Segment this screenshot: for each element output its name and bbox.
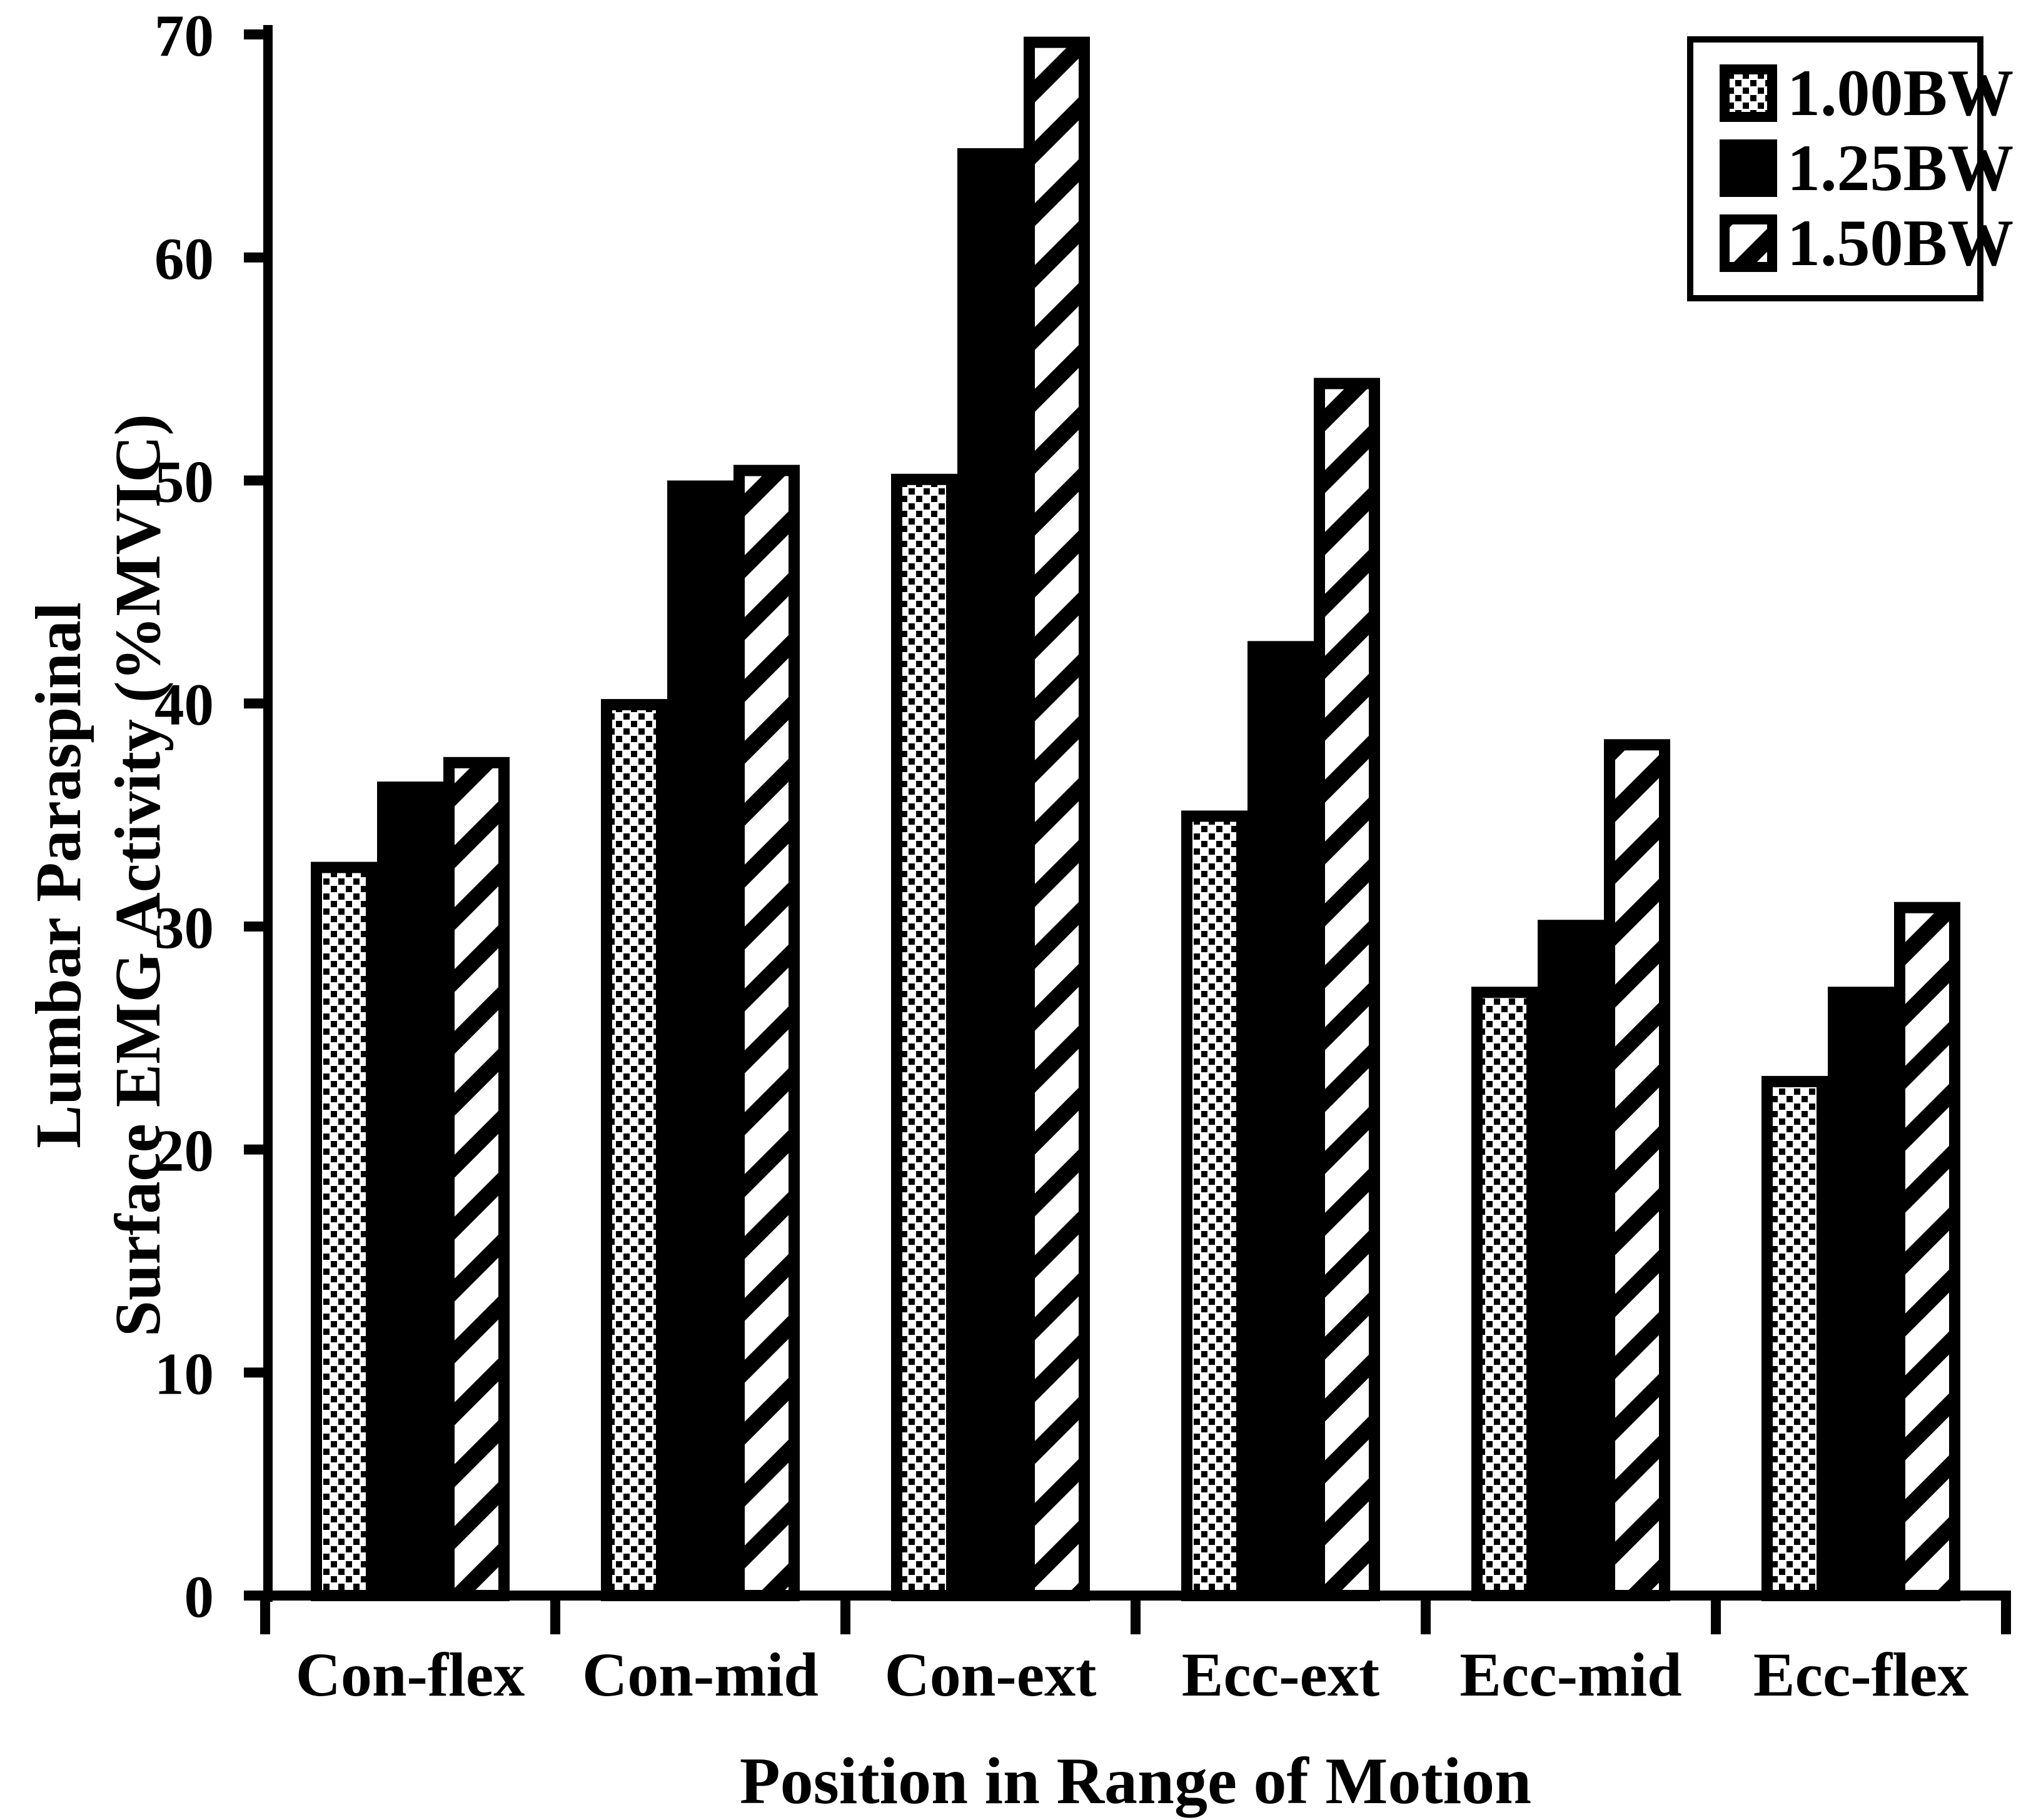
legend-item-1.50BW: 1.50BW <box>1720 210 2013 276</box>
bar-1.00BW-Ecc-ext <box>1181 810 1247 1601</box>
legend-swatch-dots-icon <box>1720 64 1777 122</box>
bar-1.00BW-Ecc-flex <box>1761 1075 1828 1602</box>
x-category-label: Ecc-flex <box>1753 1640 1968 1709</box>
y-tick <box>244 252 268 263</box>
legend-label: 1.00BW <box>1787 56 2014 129</box>
legend-swatch-solid-icon <box>1720 139 1777 197</box>
x-tick <box>840 1596 850 1634</box>
bar-1.25BW-Ecc-ext <box>1247 641 1314 1601</box>
bar-1.25BW-Con-ext <box>957 148 1024 1601</box>
legend-label: 1.50BW <box>1787 206 2014 279</box>
x-category-label: Con-flex <box>296 1640 525 1709</box>
bar-1.25BW-Con-flex <box>377 782 443 1601</box>
y-axis-title-line2: Surface EMG Activity (%MVIC) <box>102 414 174 1337</box>
x-tick <box>1421 1596 1431 1634</box>
y-tick-label: 10 <box>154 1340 214 1407</box>
x-tick <box>1131 1596 1141 1634</box>
x-tick <box>2001 1596 2011 1634</box>
x-axis-title: Position in Range of Motion <box>739 1744 1532 1817</box>
y-tick-label: 20 <box>154 1118 214 1184</box>
y-tick <box>244 921 268 932</box>
bar-1.25BW-Ecc-mid <box>1538 920 1604 1601</box>
bar-1.50BW-Ecc-ext <box>1314 378 1380 1602</box>
x-tick <box>260 1596 270 1634</box>
y-axis-line <box>263 25 273 1602</box>
bar-1.25BW-Ecc-flex <box>1828 987 1894 1601</box>
bar-1.25BW-Con-mid <box>667 480 733 1601</box>
legend-item-1.25BW: 1.25BW <box>1720 135 2013 201</box>
y-tick <box>244 1367 268 1378</box>
y-tick <box>244 475 268 486</box>
y-tick-label: 0 <box>184 1564 214 1630</box>
bar-1.00BW-Con-flex <box>311 862 377 1601</box>
x-tick <box>1711 1596 1721 1634</box>
bar-1.50BW-Ecc-flex <box>1894 902 1960 1601</box>
x-category-label: Ecc-ext <box>1182 1640 1379 1709</box>
bar-1.00BW-Con-ext <box>891 473 957 1602</box>
legend-label: 1.25BW <box>1787 131 2014 204</box>
y-tick <box>244 29 268 40</box>
bar-1.50BW-Con-flex <box>443 757 510 1601</box>
y-tick-label: 60 <box>154 226 214 292</box>
y-tick-label: 40 <box>154 671 214 738</box>
y-tick <box>244 1144 268 1155</box>
x-category-label: Con-ext <box>885 1640 1097 1709</box>
legend: 1.00BW 1.25BW 1.50BW <box>1687 36 2013 301</box>
legend-item-1.00BW: 1.00BW <box>1720 60 2013 126</box>
bar-1.00BW-Con-mid <box>601 699 667 1601</box>
bar-1.50BW-Con-mid <box>733 465 800 1601</box>
y-axis-title-line1: Lumbar Paraspinal <box>23 602 95 1149</box>
y-tick-label: 50 <box>154 449 214 515</box>
x-tick <box>550 1596 560 1634</box>
x-category-label: Con-mid <box>582 1640 819 1709</box>
y-axis-title: Lumbar Paraspinal Surface EMG Activity (… <box>19 414 178 1337</box>
y-tick-label: 70 <box>154 3 214 69</box>
bar-1.00BW-Ecc-mid <box>1471 987 1538 1601</box>
y-tick-label: 30 <box>154 895 214 961</box>
bar-1.50BW-Con-ext <box>1024 36 1090 1602</box>
legend-swatch-hatch-icon <box>1720 214 1777 272</box>
x-category-label: Ecc-mid <box>1459 1640 1681 1709</box>
bar-1.50BW-Ecc-mid <box>1604 739 1670 1601</box>
y-tick <box>244 698 268 709</box>
